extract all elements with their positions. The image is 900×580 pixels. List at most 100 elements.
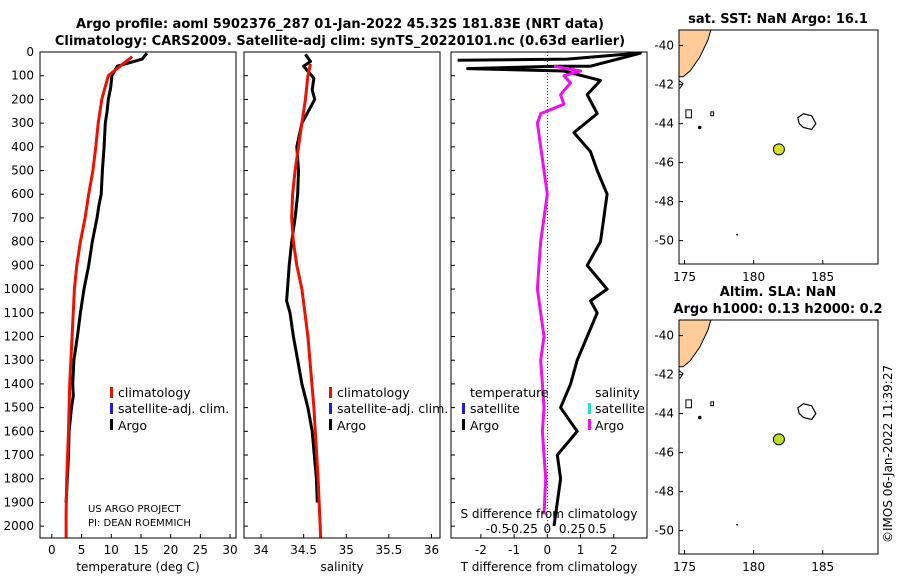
- project-annotation: US ARGO PROJECT: [88, 504, 182, 515]
- legend-argo-swatch: [110, 419, 113, 430]
- difference-salinity-ticks: -0.5-0.25 0 0.25 0.5: [486, 522, 607, 536]
- legend-climatology-label: climatology: [337, 385, 410, 400]
- y-tick-label: 600: [11, 187, 34, 201]
- y-tick-label: -42: [654, 368, 674, 382]
- legend-s-satellite-swatch: [588, 403, 591, 414]
- temperature-axes-box: [39, 51, 237, 539]
- y-tick-label: -46: [654, 156, 674, 170]
- x-tick-label: 15: [133, 543, 148, 557]
- salinity-legend: climatology satellite-adj. clim. Argo: [329, 385, 448, 433]
- x-tick-label: 0: [544, 543, 552, 557]
- y-tick-label: -44: [654, 117, 674, 131]
- temperature-panel: 0 5 10 15 20 25 30 0 100 200 300 400 500 600 700 800 90…: [3, 45, 237, 574]
- sst-map-marks: [678, 29, 817, 236]
- x-tick-label: 10: [104, 543, 119, 557]
- s-tick-label: -0.5: [486, 522, 509, 536]
- temperature-legend: climatology satellite-adj. clim. Argo: [110, 385, 229, 433]
- y-tick-label: 300: [11, 116, 34, 130]
- y-tick-label: -42: [654, 78, 674, 92]
- x-tick-label: 35.5: [376, 543, 403, 557]
- difference-panel: -2 -1 0 1 2 -0.5-0.25 0 0.25 0.5 S difference f…: [450, 51, 648, 574]
- x-tick-label: 34: [253, 543, 268, 557]
- difference-axes-box: [450, 51, 648, 539]
- pi-annotation: PI: DEAN ROEMMICH: [88, 518, 191, 529]
- x-tick-label: 180: [742, 270, 765, 284]
- sst-map-xticks: 175 180 185: [673, 260, 834, 284]
- legend-argo-label: Argo: [118, 418, 147, 433]
- series-t-argo-line: [457, 51, 642, 527]
- sla-map-axes-box: [678, 319, 879, 555]
- y-tick-label: 200: [11, 92, 34, 106]
- s-tick-label: 0.25: [559, 522, 586, 536]
- y-tick-label: 400: [11, 140, 34, 154]
- legend-argo-swatch: [329, 419, 332, 430]
- legend-s-argo-swatch: [588, 419, 591, 430]
- x-tick-label: 1: [577, 543, 585, 557]
- x-tick-label: 20: [163, 543, 178, 557]
- x-tick-label: -1: [508, 543, 520, 557]
- x-tick-label: 36: [424, 543, 439, 557]
- y-tick-label: 1300: [3, 353, 34, 367]
- sst-map-yticks: -40 -42 -44 -46 -48 -50: [654, 39, 683, 248]
- y-tick-label: 1400: [3, 377, 34, 391]
- y-tick-label: -46: [654, 446, 674, 460]
- x-tick-label: 185: [811, 270, 834, 284]
- legend-temperature-title: temperature: [470, 385, 549, 400]
- legend-climatology-label: climatology: [118, 385, 191, 400]
- legend-argo-label: Argo: [337, 418, 366, 433]
- s-tick-label: -0.25: [507, 522, 538, 536]
- x-tick-label: 30: [222, 543, 237, 557]
- x-tick-label: 25: [193, 543, 208, 557]
- y-tick-label: 1100: [3, 306, 34, 320]
- y-tick-label: -40: [654, 329, 674, 343]
- legend-t-satellite-label: satellite: [470, 401, 520, 416]
- y-tick-label: 0: [26, 45, 34, 59]
- legend-t-satellite-swatch: [462, 403, 465, 414]
- figure-title-line1: Argo profile: aoml 5902376_287 01-Jan-20…: [76, 17, 604, 32]
- x-tick-label: 5: [78, 543, 86, 557]
- salinity-axes-box: [243, 51, 441, 539]
- legend-t-argo-swatch: [462, 419, 465, 430]
- x-tick-label: 34.5: [290, 543, 317, 557]
- sla-map-yticks: -40 -42 -44 -46 -48 -50: [654, 329, 683, 538]
- y-tick-label: -48: [654, 195, 674, 209]
- x-tick-label: 0: [48, 543, 56, 557]
- y-tick-label: -50: [654, 234, 674, 248]
- temperature-marks: [64, 52, 149, 538]
- sst-map-panel: sat. SST: NaN Argo: 16.1 175 180 185 -40-4…: [654, 12, 879, 284]
- y-tick-label: 1000: [3, 282, 34, 296]
- legend-satellite-swatch: [110, 403, 113, 414]
- y-tick-label: 900: [11, 258, 34, 272]
- x-tick-label: -2: [475, 543, 487, 557]
- sla-map-title-line1: Altim. SLA: NaN: [720, 285, 836, 300]
- legend-satellite-label: satellite-adj. clim.: [337, 401, 448, 416]
- y-tick-label: 1900: [3, 495, 34, 509]
- small-island: [685, 109, 692, 119]
- sla-map-xticks: 175 180 185: [673, 550, 834, 574]
- north-island-land: [678, 29, 712, 78]
- chatham-islands: [797, 113, 817, 131]
- x-tick-label: 35: [339, 543, 354, 557]
- y-tick-label: -48: [654, 485, 674, 499]
- s-tick-label: 0.5: [588, 522, 607, 536]
- chatham-islands: [797, 403, 817, 421]
- salinity-panel: 34 34.5 35 35.5 36 salinity climatology sate…: [243, 51, 448, 574]
- argo-position-marker: [772, 433, 785, 446]
- series-climatology-line: [64, 55, 134, 538]
- south-island-coast: [678, 370, 684, 379]
- legend-s-satellite-label: satellite: [595, 401, 645, 416]
- legend-t-argo-label: Argo: [470, 418, 499, 433]
- small-island: [685, 399, 692, 409]
- x-tick-label: 180: [742, 560, 765, 574]
- x-tick-label: 175: [673, 270, 696, 284]
- small-island: [710, 401, 714, 407]
- small-island: [697, 125, 702, 130]
- small-island: [697, 415, 702, 420]
- series-s-argo-line: [535, 64, 583, 515]
- salinity-xlabel: salinity: [320, 560, 363, 574]
- y-tick-label: 1800: [3, 472, 34, 486]
- x-tick-label: 175: [673, 560, 696, 574]
- legend-salinity-title: salinity: [595, 385, 640, 400]
- figure-title-line2: Climatology: CARS2009. Satellite-adj cli…: [55, 34, 625, 49]
